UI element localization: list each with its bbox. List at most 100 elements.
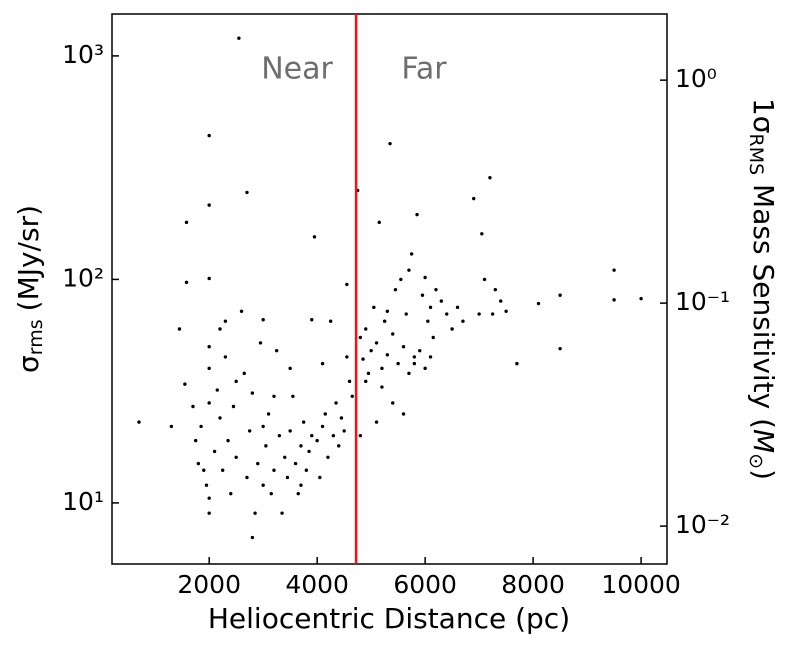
point <box>493 287 498 292</box>
y-tick-label: 10¹ <box>62 487 104 516</box>
point <box>337 444 341 448</box>
point <box>412 355 417 359</box>
point <box>350 394 354 398</box>
point <box>482 277 487 282</box>
point <box>253 511 257 515</box>
point <box>445 312 449 316</box>
point <box>307 449 311 454</box>
point <box>258 341 263 345</box>
point <box>280 511 284 515</box>
point <box>334 401 338 405</box>
point <box>323 412 327 416</box>
point <box>207 511 211 515</box>
y-label-symbol: σ <box>12 355 45 373</box>
point <box>558 293 562 297</box>
point <box>218 327 222 331</box>
point <box>328 319 333 323</box>
point <box>299 483 303 487</box>
y-label-sub: rms <box>25 319 47 355</box>
point <box>237 36 241 40</box>
point <box>369 348 373 353</box>
point <box>428 305 433 310</box>
point <box>364 379 368 384</box>
point <box>385 353 390 357</box>
point <box>382 319 387 323</box>
point <box>318 475 322 480</box>
x-axis-label: Heliocentric Distance (pc) <box>208 602 570 635</box>
point <box>229 491 233 496</box>
point <box>177 327 182 331</box>
point <box>264 444 268 448</box>
point <box>293 461 298 466</box>
point <box>407 371 411 376</box>
point <box>272 394 276 398</box>
point <box>207 401 211 405</box>
point <box>391 401 395 405</box>
x-tick-label: 8000 <box>501 570 565 599</box>
point <box>191 404 195 409</box>
point <box>245 190 249 195</box>
point <box>218 416 222 420</box>
point <box>301 420 306 424</box>
point <box>288 429 292 433</box>
point <box>234 379 238 384</box>
point <box>420 293 425 297</box>
point <box>310 433 314 438</box>
point <box>296 491 300 496</box>
y2-label-close: ) <box>747 469 780 480</box>
point <box>488 176 492 180</box>
point <box>396 361 400 366</box>
y2-tick-label: 10⁰ <box>675 64 717 93</box>
point <box>345 282 349 287</box>
y-tick-label: 10² <box>62 263 104 292</box>
point <box>184 220 189 225</box>
point <box>285 475 290 480</box>
annotation: Far <box>401 52 447 87</box>
point <box>461 319 465 323</box>
y2-label-prefix: 1σ <box>747 98 780 134</box>
point <box>401 344 406 349</box>
point <box>288 366 292 371</box>
point <box>536 301 541 306</box>
point <box>423 275 427 280</box>
point <box>245 475 249 480</box>
x-tick-label: 2000 <box>177 570 241 599</box>
point <box>320 424 325 429</box>
point <box>207 366 211 371</box>
point <box>504 309 508 314</box>
point <box>326 455 330 460</box>
point <box>261 424 265 429</box>
point <box>231 404 236 409</box>
point <box>239 309 244 314</box>
point <box>283 455 287 460</box>
point <box>207 203 211 207</box>
point <box>247 429 252 433</box>
point <box>393 287 398 292</box>
point <box>401 412 406 416</box>
point <box>220 468 225 472</box>
point <box>315 438 319 443</box>
point <box>207 133 211 138</box>
point <box>202 468 206 472</box>
point <box>409 252 414 256</box>
point <box>374 341 379 345</box>
point <box>366 371 371 376</box>
point <box>477 312 481 316</box>
point <box>320 361 325 366</box>
point <box>412 361 417 366</box>
point <box>639 296 643 301</box>
y2-label-symbol: M <box>747 429 780 453</box>
point <box>428 355 433 359</box>
y2-label-sub: RMS <box>746 133 768 175</box>
point <box>364 327 368 331</box>
point <box>196 461 201 466</box>
point <box>234 455 238 460</box>
point <box>380 385 384 389</box>
point <box>274 348 279 353</box>
point <box>347 379 352 384</box>
point <box>269 491 273 496</box>
point <box>339 416 344 420</box>
point <box>455 305 460 310</box>
point <box>310 318 314 322</box>
